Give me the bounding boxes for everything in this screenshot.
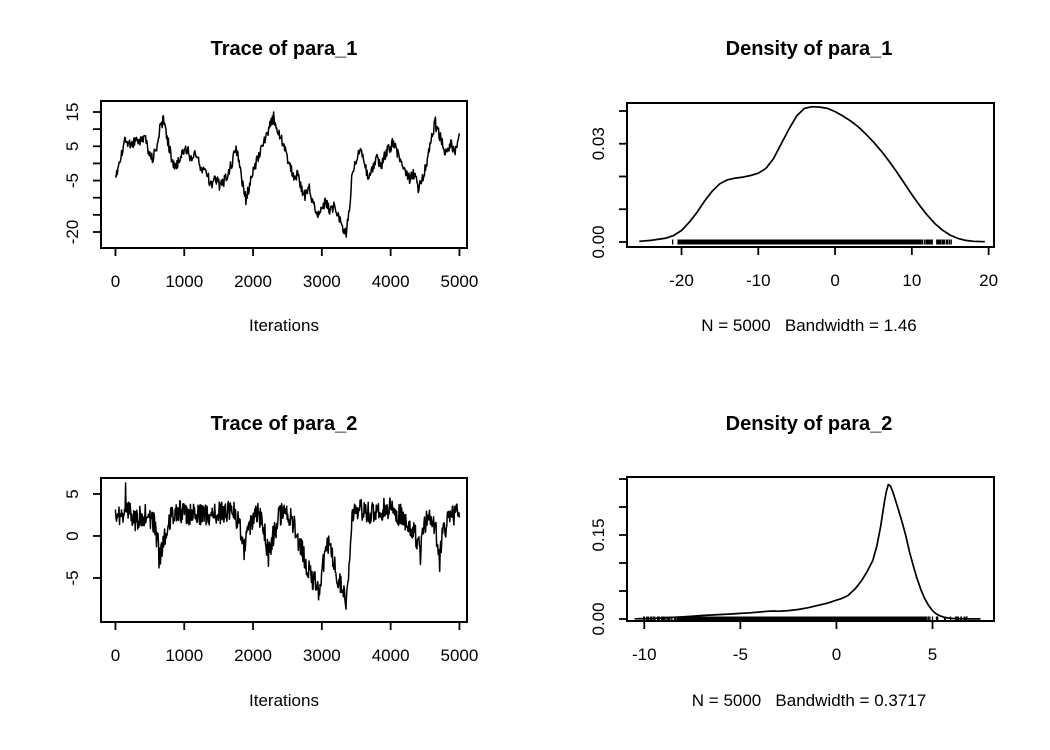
svg-text:5: 5 [63, 489, 82, 498]
chart-title: Density of para_1 [725, 38, 893, 60]
svg-text:-20: -20 [63, 220, 82, 245]
svg-text:0: 0 [63, 531, 82, 540]
svg-text:5: 5 [928, 645, 937, 664]
density-para-2-plot: -10 -5 0 5 0.00 0.15 [589, 476, 995, 664]
density-stats-label: N = 5000 Bandwidth = 1.46 [701, 316, 917, 335]
svg-text:3000: 3000 [303, 272, 341, 291]
svg-text:0: 0 [111, 272, 120, 291]
svg-text:1000: 1000 [165, 646, 203, 665]
svg-text:0: 0 [830, 271, 839, 290]
svg-text:3000: 3000 [303, 646, 341, 665]
svg-text:0.00: 0.00 [589, 602, 608, 635]
x-axis-label: Iterations [249, 316, 319, 335]
svg-text:0.15: 0.15 [589, 518, 608, 551]
svg-text:5000: 5000 [441, 646, 479, 665]
svg-text:-10: -10 [632, 645, 657, 664]
panel-density-para-2: -10 -5 0 5 0.00 0.15 Density of para_2 N = 50… [525, 375, 1050, 750]
svg-text:20: 20 [979, 271, 998, 290]
svg-text:5000: 5000 [441, 272, 479, 291]
svg-text:4000: 4000 [372, 646, 410, 665]
svg-text:2000: 2000 [234, 272, 272, 291]
svg-text:1000: 1000 [165, 272, 203, 291]
svg-text:-20: -20 [669, 271, 694, 290]
svg-text:4000: 4000 [372, 272, 410, 291]
trace-para-1-plot: 0 1000 2000 3000 4000 5000 -20 -5 5 15 [63, 100, 479, 291]
svg-text:0.00: 0.00 [589, 225, 608, 258]
density-para-1-plot: -20 -10 0 10 20 0.00 0.03 [589, 102, 998, 290]
chart-title: Density of para_2 [725, 413, 893, 435]
svg-text:10: 10 [902, 271, 921, 290]
x-axis-label: Iterations [249, 691, 319, 710]
chart-title: Trace of para_2 [210, 413, 358, 435]
chart-title: Trace of para_1 [210, 38, 358, 60]
svg-text:-5: -5 [733, 645, 748, 664]
svg-text:2000: 2000 [234, 646, 272, 665]
svg-text:0: 0 [832, 645, 841, 664]
svg-text:-5: -5 [63, 173, 82, 188]
svg-text:0: 0 [111, 646, 120, 665]
svg-text:15: 15 [63, 103, 82, 122]
panel-trace-para-1: 0 1000 2000 3000 4000 5000 -20 -5 5 15 Trace of p… [0, 0, 525, 375]
panel-density-para-1: -20 -10 0 10 20 0.00 0.03 Density of para_1 N … [525, 0, 1050, 375]
trace-para-2-plot: 0 1000 2000 3000 4000 5000 -5 0 5 [63, 477, 479, 665]
panel-trace-para-2: 0 1000 2000 3000 4000 5000 -5 0 5 Trace of para_… [0, 375, 525, 750]
svg-text:-5: -5 [63, 570, 82, 585]
svg-text:-10: -10 [746, 271, 771, 290]
density-stats-label: N = 5000 Bandwidth = 0.3717 [691, 691, 927, 710]
svg-text:0.03: 0.03 [589, 127, 608, 160]
svg-text:5: 5 [63, 142, 82, 151]
